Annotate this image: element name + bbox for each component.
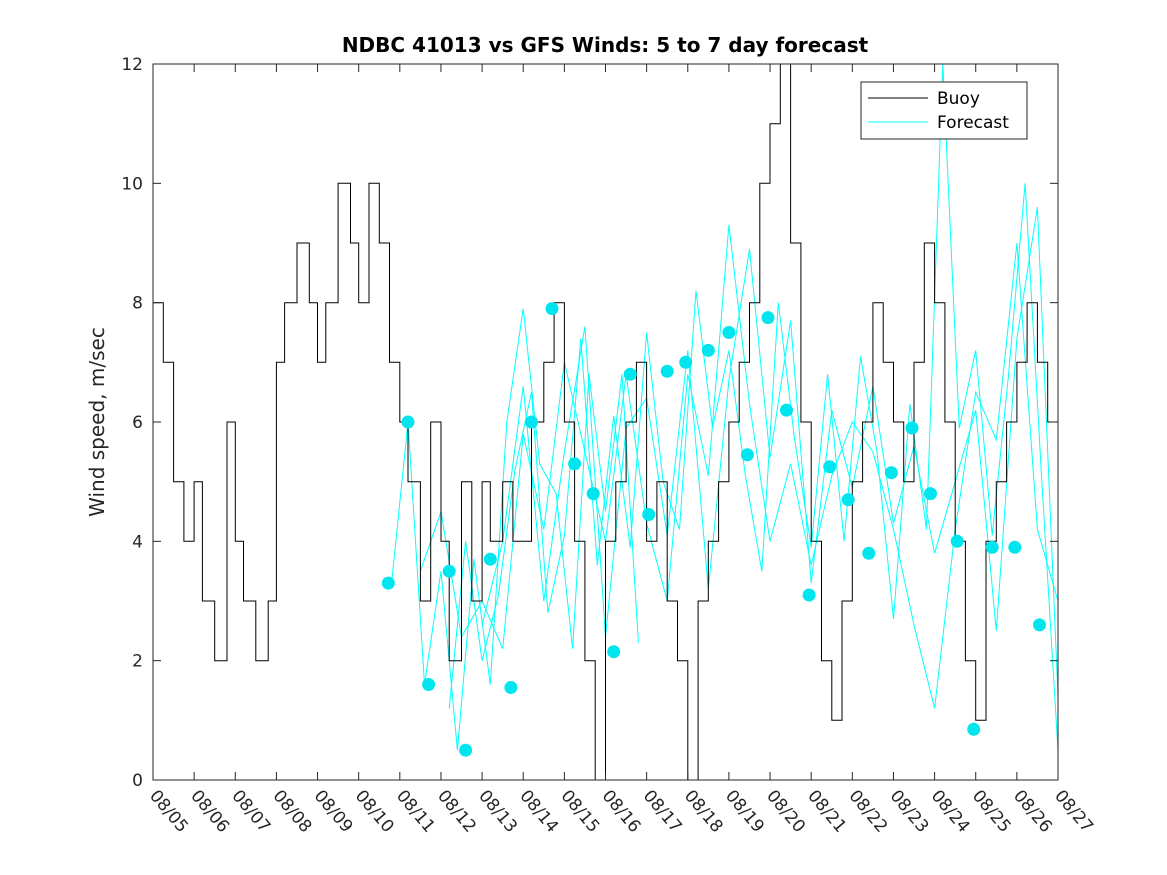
y-tick-label: 4 [132, 532, 143, 552]
chart-title: NDBC 41013 vs GFS Winds: 5 to 7 day fore… [342, 33, 869, 57]
x-tick-label: 08/12 [433, 786, 480, 836]
x-tick-label: 08/21 [803, 786, 850, 836]
x-tick-label: 08/07 [227, 786, 274, 836]
forecast-marker [950, 534, 964, 548]
forecast-marker [862, 546, 876, 560]
x-tick-label: 08/08 [269, 786, 316, 836]
y-tick-label: 10 [121, 174, 143, 194]
forecast-marker [761, 311, 775, 325]
forecast-marker [802, 588, 816, 602]
x-tick-label: 08/06 [186, 786, 233, 836]
x-tick-label: 08/16 [598, 786, 645, 836]
forecast-marker [985, 540, 999, 554]
forecast-line-4 [481, 207, 1059, 697]
forecast-marker [623, 367, 637, 381]
forecast-marker [1008, 540, 1022, 554]
x-tick-label: 08/13 [474, 786, 521, 836]
forecast-marker [924, 487, 937, 501]
forecast-lines [391, 63, 1059, 751]
x-tick-label: 08/18 [680, 786, 727, 836]
forecast-marker [442, 564, 456, 578]
forecast-marker [1033, 618, 1046, 632]
forecast-marker [504, 681, 518, 694]
x-tick-label: 08/20 [762, 786, 809, 836]
legend-box [860, 81, 1028, 140]
forecast-marker [381, 576, 395, 590]
forecast-marker [545, 302, 559, 316]
y-tick-label: 12 [121, 55, 143, 75]
forecast-line-1 [391, 308, 639, 751]
x-tick-label: 08/15 [557, 786, 604, 836]
forecast-marker [967, 722, 981, 736]
x-tick-label: 08/09 [310, 786, 357, 836]
buoy-series [153, 63, 1059, 781]
x-tick-label: 08/14 [515, 786, 562, 836]
x-tick-label: 08/27 [1050, 786, 1097, 836]
x-tick-label: 08/22 [844, 786, 891, 836]
forecast-marker [740, 448, 754, 462]
x-tick-label: 08/26 [1009, 786, 1056, 836]
forecast-markers [381, 302, 1046, 757]
y-tick-label: 0 [132, 771, 143, 791]
y-axis: 0 2 4 6 8 10 12 [121, 55, 1058, 791]
y-tick-label: 6 [132, 413, 143, 433]
forecast-marker [722, 326, 736, 339]
forecast-marker [607, 645, 621, 659]
x-tick-label: 08/24 [927, 786, 974, 836]
forecast-marker [841, 493, 855, 507]
y-axis-label: Wind speed, m/sec [85, 327, 109, 517]
legend-buoy-label: Buoy [937, 89, 980, 109]
forecast-marker [401, 415, 415, 429]
buoy-line [153, 63, 1059, 781]
y-tick-label: 2 [132, 652, 143, 672]
legend: Buoy Forecast [860, 81, 1028, 140]
forecast-line-3 [448, 63, 1059, 751]
x-tick-label: 08/11 [392, 786, 439, 836]
y-tick-label: 8 [132, 294, 143, 314]
forecast-marker [525, 415, 538, 429]
x-tick-label: 08/25 [968, 786, 1015, 836]
forecast-marker [701, 343, 715, 357]
forecast-marker [483, 552, 497, 566]
forecast-marker [422, 678, 436, 691]
x-tick-label: 08/05 [145, 786, 192, 836]
x-tick-label: 08/17 [639, 786, 686, 836]
forecast-marker [568, 457, 582, 471]
forecast-marker [905, 421, 919, 435]
x-tick-label: 08/19 [721, 786, 768, 836]
forecast-marker [660, 364, 674, 378]
forecast-marker [459, 743, 473, 757]
forecast-marker [780, 403, 793, 417]
legend-forecast-label: Forecast [937, 113, 1009, 133]
forecast-marker [823, 460, 837, 474]
x-tick-label: 08/23 [886, 786, 933, 836]
forecast-marker [679, 355, 693, 369]
forecast-marker [586, 487, 600, 501]
x-tick-label: 08/10 [351, 786, 398, 836]
forecast-marker [884, 466, 898, 480]
forecast-marker [642, 508, 656, 521]
